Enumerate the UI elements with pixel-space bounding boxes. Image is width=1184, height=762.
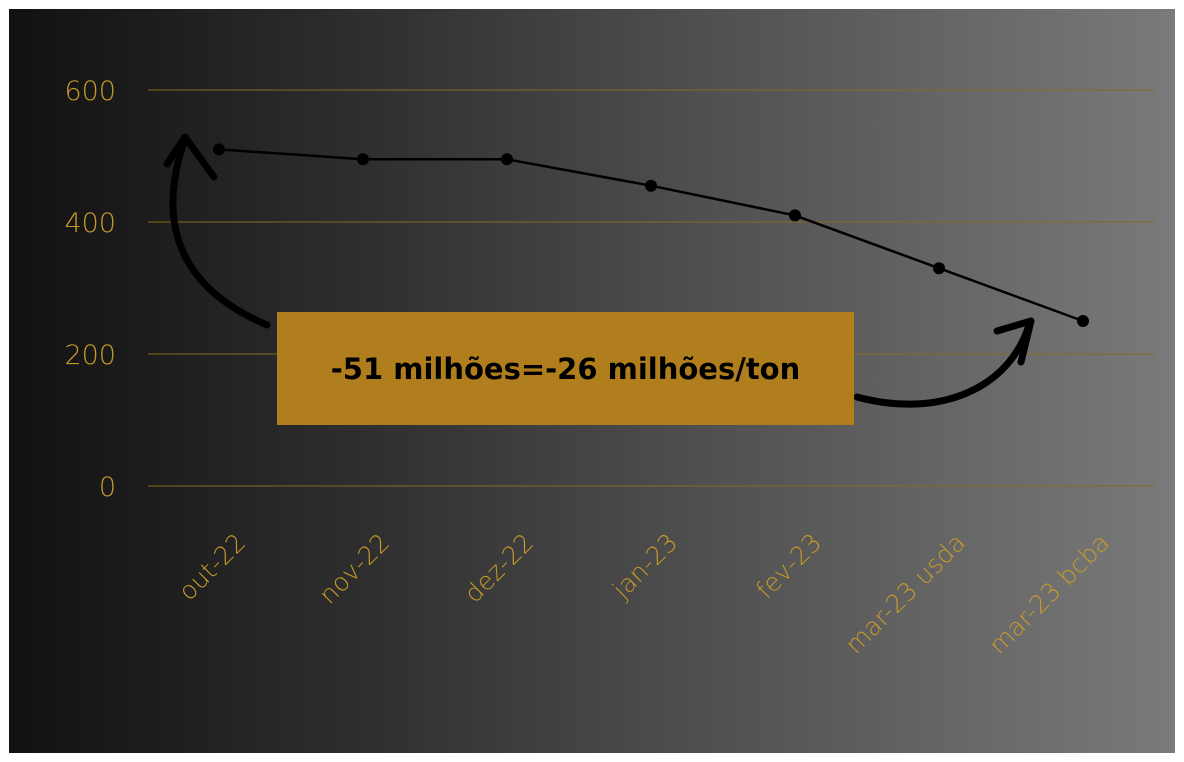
x-tick-label: mar-23 usda <box>840 528 972 660</box>
annotation-callout: -51 milhões=-26 milhões/ton <box>277 312 854 425</box>
x-tick-label: dez-22 <box>458 528 539 609</box>
y-axis-ticks: 0 200 400 600 <box>64 76 116 503</box>
right-arrowhead <box>993 317 1035 366</box>
data-point <box>645 179 657 192</box>
chart-canvas: 0 200 400 600 out-22 nov-22 dez-22 jan-23 fev-2… <box>9 9 1175 753</box>
x-tick-label: jan-23 <box>606 528 683 605</box>
left-arrowhead <box>163 133 218 181</box>
y-tick-label: 0 <box>99 472 116 503</box>
y-tick-label: 200 <box>64 340 116 371</box>
data-point <box>357 153 369 166</box>
x-tick-label: out-22 <box>173 528 251 606</box>
data-point <box>213 143 225 156</box>
data-point <box>789 209 801 222</box>
right-curved-arrow <box>853 321 1033 408</box>
x-tick-label: fev-23 <box>750 528 827 605</box>
x-axis-ticks: out-22 nov-22 dez-22 jan-23 fev-23 mar-23 usd… <box>173 528 1115 660</box>
data-point <box>933 262 945 275</box>
x-tick-label: mar-23 bcba <box>983 528 1115 660</box>
series-line <box>218 148 1084 323</box>
data-point <box>501 153 513 166</box>
series-line-group <box>213 143 1089 327</box>
left-curved-arrow <box>169 135 271 329</box>
y-tick-label: 600 <box>64 76 116 107</box>
gridlines <box>148 89 1155 487</box>
y-tick-label: 400 <box>64 208 116 239</box>
line-chart: 0 200 400 600 out-22 nov-22 dez-22 jan-23 fev-2… <box>64 76 1155 660</box>
data-point <box>1077 315 1089 327</box>
x-tick-label: nov-22 <box>313 528 395 610</box>
